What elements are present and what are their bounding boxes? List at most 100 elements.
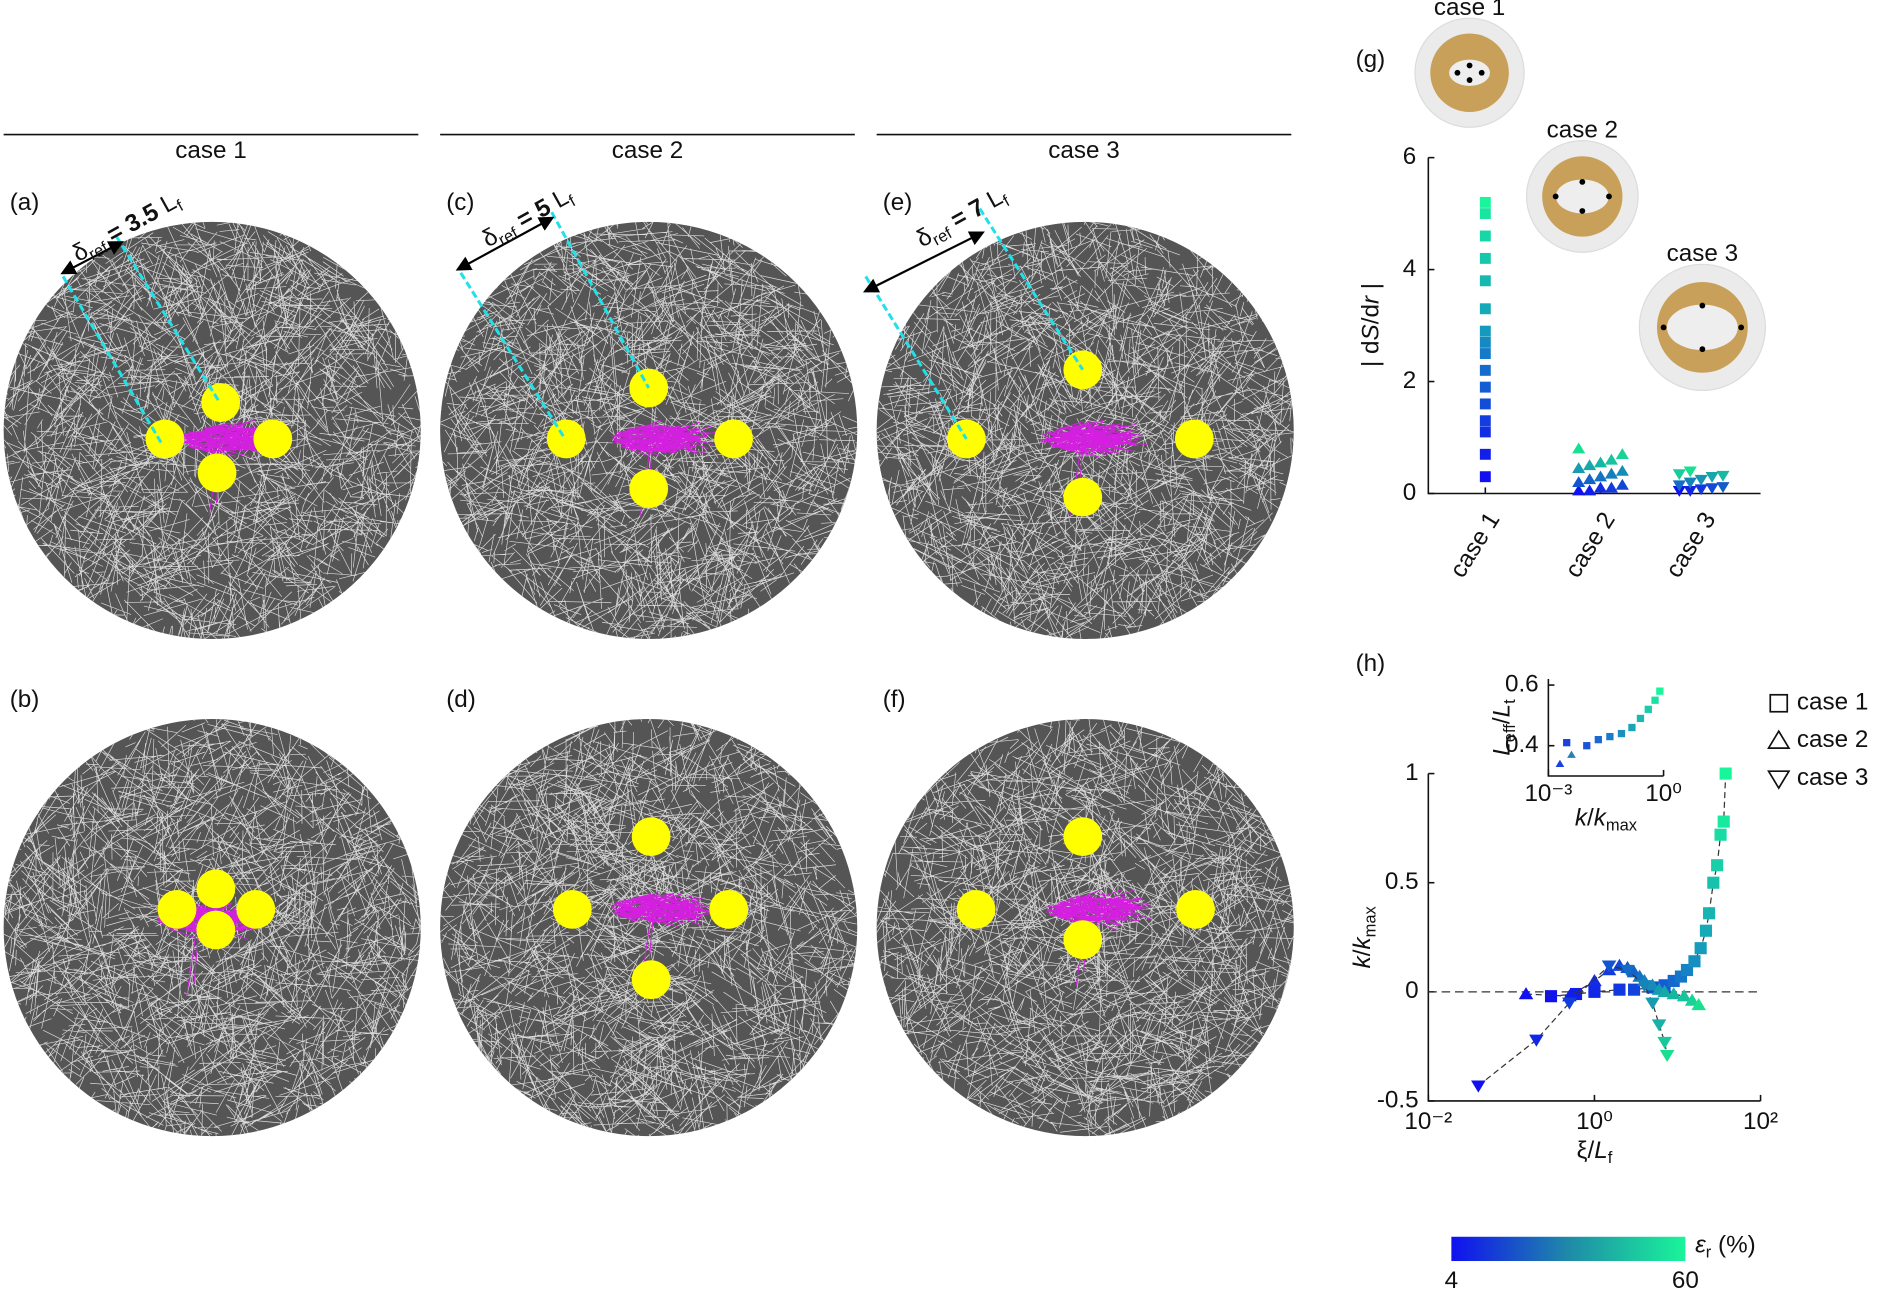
- data-point: [1479, 230, 1491, 242]
- fiber-network: [876, 719, 1294, 1137]
- particle: [253, 419, 293, 459]
- y-axis-label: k/kmax: [1349, 905, 1379, 968]
- x-tick-label: 10⁻³: [1524, 780, 1572, 807]
- particle: [631, 817, 671, 857]
- thumbnail-label: case 3: [1667, 240, 1738, 267]
- particle: [1176, 889, 1215, 929]
- legend-label: case 2: [1797, 726, 1868, 753]
- data-point: [1694, 942, 1707, 955]
- panel-label: (f): [883, 686, 906, 713]
- particle: [714, 419, 753, 459]
- data-point: [1656, 687, 1664, 695]
- text-part: L: [1594, 1137, 1608, 1164]
- thumbnail-dot: [1699, 346, 1706, 353]
- colorbar-tick-label: 4: [1445, 1267, 1459, 1294]
- data-point: [1583, 742, 1591, 750]
- particle: [1063, 477, 1103, 517]
- data-point: [1604, 467, 1618, 479]
- thumbnail-dot: [1552, 193, 1559, 200]
- case-header: case 3: [1048, 137, 1119, 164]
- data-point: [1615, 478, 1629, 490]
- data-point: [1683, 466, 1697, 478]
- data-point: [1703, 907, 1716, 920]
- data-point: [1518, 987, 1534, 1000]
- connector-line: [1477, 964, 1668, 1087]
- data-point: [1563, 739, 1571, 747]
- text-part: r: [1706, 1244, 1712, 1262]
- text-part: /: [1489, 717, 1516, 724]
- data-point: [1479, 415, 1491, 427]
- thumbnail-dot: [1579, 208, 1586, 214]
- data-point: [1636, 714, 1645, 723]
- data-point: [1705, 483, 1719, 495]
- text-part: t: [1501, 699, 1519, 704]
- text-part: L: [1489, 742, 1516, 755]
- data-point: [1651, 696, 1659, 704]
- data-point: [1572, 442, 1586, 454]
- y-axis-label: Leff/Lt: [1489, 699, 1519, 756]
- thumbnail-hole: [1555, 179, 1609, 214]
- thumbnail-hole: [1666, 304, 1738, 351]
- data-point: [1604, 453, 1618, 465]
- cluster-fibers: [610, 891, 713, 986]
- particle: [1174, 419, 1214, 459]
- x-tick-label: 10²: [1743, 1108, 1778, 1135]
- y-tick-label: 2: [1403, 367, 1417, 394]
- data-point: [1567, 750, 1576, 758]
- data-point: [1666, 987, 1681, 1000]
- legend-label: case 1: [1797, 689, 1868, 716]
- colorbar: [1451, 1236, 1686, 1262]
- text-part: k: [1594, 805, 1608, 832]
- data-point: [1572, 462, 1586, 473]
- data-point: [1479, 325, 1491, 337]
- data-point: [1479, 448, 1491, 460]
- text-part: r: [1358, 295, 1385, 304]
- fiber-network: [3, 719, 421, 1137]
- data-point: [1555, 759, 1565, 767]
- data-point: [1645, 997, 1660, 1010]
- data-point: [1479, 426, 1491, 438]
- data-point: [1615, 448, 1629, 459]
- case-header: case 1: [175, 137, 246, 164]
- particle: [946, 419, 986, 459]
- text-part: /d: [1358, 304, 1385, 324]
- particle: [157, 889, 197, 929]
- thumbnail-dot: [1660, 324, 1667, 331]
- y-tick-label: -0.5: [1377, 1086, 1419, 1113]
- data-point: [1637, 980, 1652, 993]
- reference-line: [978, 207, 1085, 371]
- thumbnail-dot: [1699, 302, 1706, 309]
- data-point: [1583, 484, 1597, 496]
- data-point: [1694, 474, 1708, 486]
- cluster-fibers: [611, 419, 716, 516]
- distance-arrow: [60, 241, 124, 275]
- y-axis-label: | dS/dr |: [1358, 283, 1385, 367]
- text-part: /: [1349, 949, 1376, 956]
- data-point: [1479, 471, 1491, 483]
- particle: [1063, 817, 1103, 857]
- x-axis-label: ξ/Lf: [1577, 1137, 1613, 1167]
- particle: [709, 889, 749, 929]
- x-axis-label: k/kmax: [1575, 805, 1638, 835]
- data-point: [1657, 1036, 1672, 1049]
- thumbnail-label: case 2: [1547, 116, 1618, 143]
- panel-label: (c): [446, 189, 474, 216]
- thumbnail-dot: [1466, 77, 1473, 83]
- case-header: case 2: [612, 137, 683, 164]
- data-point: [1707, 876, 1720, 889]
- cluster-fibers: [1039, 419, 1148, 516]
- data-point: [1714, 828, 1727, 841]
- data-point: [1699, 924, 1713, 937]
- data-point: [1593, 481, 1608, 493]
- text-part: S: [1358, 324, 1385, 340]
- data-point: [1544, 990, 1558, 1003]
- data-point: [1479, 208, 1491, 220]
- data-point: [1705, 472, 1719, 483]
- data-point: [1479, 398, 1491, 410]
- particle: [631, 960, 671, 1000]
- text-part: k: [1349, 954, 1376, 968]
- data-point: [1471, 1080, 1486, 1093]
- data-point: [1628, 723, 1636, 732]
- panel-label: (h): [1356, 650, 1386, 677]
